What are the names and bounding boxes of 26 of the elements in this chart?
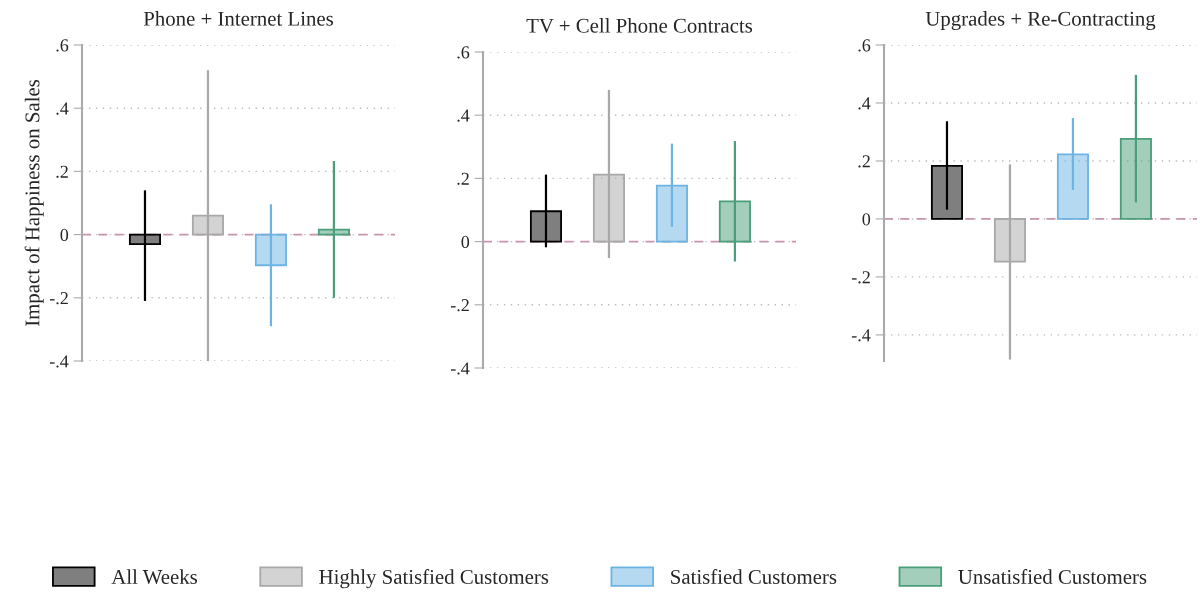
y-axis-title: Impact of Happiness on Sales bbox=[24, 79, 44, 327]
chart-title: Upgrades + Re-Contracting bbox=[925, 11, 1156, 31]
y-tick-label: -.4 bbox=[49, 355, 69, 368]
y-tick-label: .2 bbox=[56, 165, 68, 178]
y-tick-label: -.2 bbox=[851, 271, 870, 284]
y-tick-label: .6 bbox=[858, 39, 871, 52]
legend-label: Satisfied Customers bbox=[671, 569, 837, 584]
y-tick-label: .4 bbox=[56, 102, 69, 115]
legend-label: All Weeks bbox=[111, 569, 198, 585]
y-tick-label: .2 bbox=[858, 155, 870, 168]
y-tick-label: -.2 bbox=[49, 292, 68, 305]
chart-title: TV + Cell Phone Contracts bbox=[526, 18, 753, 33]
y-tick-label: -.2 bbox=[450, 299, 469, 312]
y-tick-label: -.4 bbox=[450, 362, 470, 375]
y-tick-label: 0 bbox=[862, 213, 871, 226]
legend-label: Unsatisfied Customers bbox=[958, 569, 1147, 584]
y-tick-label: 0 bbox=[461, 235, 470, 249]
y-tick-label: .6 bbox=[457, 46, 470, 59]
chart-title: Phone + Internet Lines bbox=[143, 11, 334, 26]
y-tick-label: .2 bbox=[457, 172, 469, 185]
y-tick-label: 0 bbox=[60, 228, 69, 242]
legend-label: Highly Satisfied Customers bbox=[319, 569, 549, 589]
y-tick-label: .4 bbox=[457, 109, 470, 122]
y-tick-label: .4 bbox=[858, 97, 871, 110]
y-tick-label: -.4 bbox=[851, 329, 871, 342]
y-tick-label: .6 bbox=[56, 39, 69, 52]
